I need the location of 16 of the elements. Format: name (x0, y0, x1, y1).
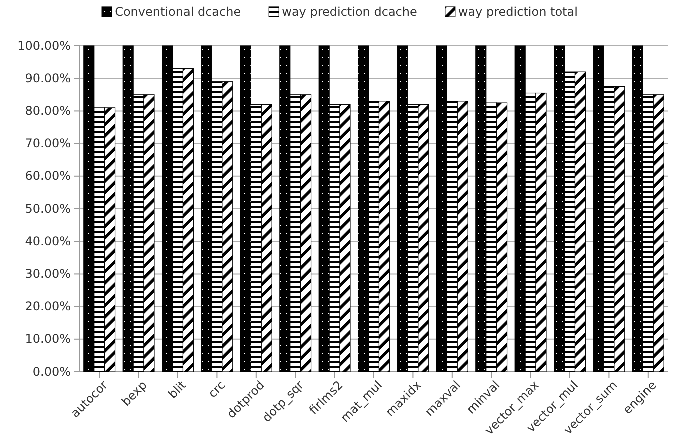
x-tick-label: crc (206, 378, 228, 401)
y-tick-label: 0.00% (32, 364, 71, 379)
legend-label: Conventional dcache (115, 5, 242, 19)
legend-label: way prediction total (458, 5, 578, 19)
y-tick-label: 70.00% (25, 136, 71, 151)
y-tick-label: 20.00% (25, 300, 71, 314)
x-tick-label: blit (166, 378, 190, 402)
y-tick-label: 40.00% (25, 234, 71, 248)
legend-label: way prediction dcache (282, 5, 418, 19)
y-tick-label: 80.00% (25, 104, 71, 118)
y-tick-label: 60.00% (25, 169, 71, 184)
y-tick-label: 50.00% (25, 202, 71, 216)
y-tick-label: 90.00% (25, 71, 71, 86)
y-tick-label: 100.00% (18, 38, 71, 53)
y-tick-label: 10.00% (25, 332, 71, 346)
y-tick-label: 30.00% (25, 267, 71, 282)
